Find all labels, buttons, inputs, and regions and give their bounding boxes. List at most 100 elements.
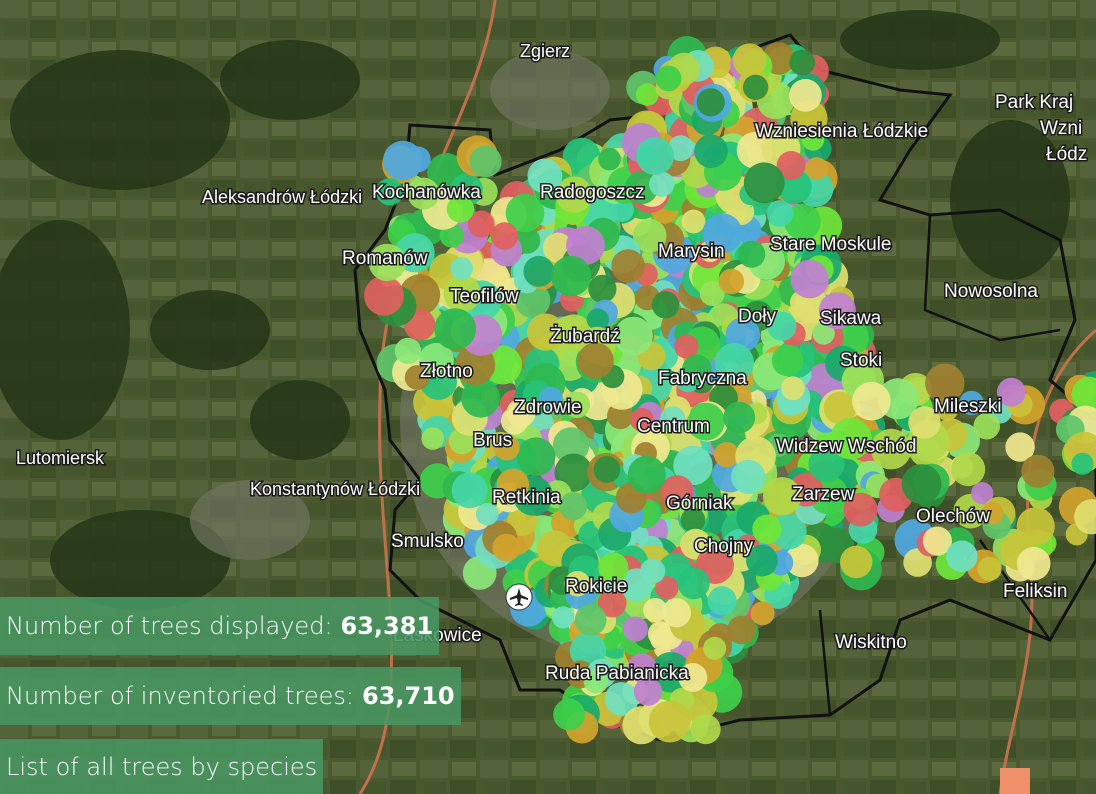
tree-marker[interactable]: [632, 218, 667, 253]
tree-marker[interactable]: [981, 502, 1004, 525]
tree-marker[interactable]: [707, 586, 737, 616]
tree-marker[interactable]: [633, 677, 663, 706]
tree-marker[interactable]: [643, 598, 668, 623]
tree-marker[interactable]: [738, 240, 766, 268]
tree-marker[interactable]: [364, 275, 404, 316]
tree-marker[interactable]: [461, 378, 500, 418]
tree-marker[interactable]: [732, 43, 767, 78]
tree-marker[interactable]: [673, 445, 713, 486]
tree-marker[interactable]: [434, 308, 477, 350]
tree-marker[interactable]: [818, 292, 856, 330]
tree-marker[interactable]: [598, 552, 629, 583]
tree-marker[interactable]: [790, 259, 829, 299]
tree-marker[interactable]: [451, 472, 488, 509]
tree-marker[interactable]: [681, 209, 706, 234]
tree-marker[interactable]: [404, 365, 430, 390]
tree-marker[interactable]: [1071, 452, 1094, 475]
tree-marker[interactable]: [840, 545, 873, 579]
tree-marker[interactable]: [686, 402, 725, 441]
tree-marker[interactable]: [622, 616, 649, 642]
tree-marker[interactable]: [812, 322, 835, 345]
tree-marker[interactable]: [727, 615, 756, 645]
tree-marker[interactable]: [696, 88, 725, 117]
tree-marker[interactable]: [583, 668, 609, 694]
tree-marker[interactable]: [908, 406, 941, 439]
tree-marker[interactable]: [516, 437, 556, 477]
tree-marker[interactable]: [1071, 376, 1096, 413]
tree-marker[interactable]: [593, 456, 621, 483]
tree-marker[interactable]: [1074, 499, 1096, 535]
tree-marker[interactable]: [558, 492, 588, 521]
tree-marker[interactable]: [467, 210, 495, 238]
tree-marker[interactable]: [640, 558, 666, 584]
tree-marker[interactable]: [808, 446, 845, 483]
tree-marker[interactable]: [647, 621, 673, 647]
tree-marker[interactable]: [627, 455, 666, 494]
tree-marker[interactable]: [852, 381, 891, 421]
tree-marker[interactable]: [714, 442, 740, 468]
tree-marker[interactable]: [674, 334, 699, 359]
tree-marker[interactable]: [750, 601, 775, 626]
tree-marker[interactable]: [552, 427, 590, 464]
tree-marker[interactable]: [742, 74, 769, 101]
tree-marker[interactable]: [843, 492, 878, 527]
tree-marker[interactable]: [789, 79, 822, 112]
tree-marker[interactable]: [493, 434, 520, 461]
tree-marker[interactable]: [421, 427, 445, 450]
tree-marker[interactable]: [614, 316, 653, 356]
tree-marker[interactable]: [781, 376, 805, 401]
tree-marker[interactable]: [951, 452, 986, 487]
tree-marker[interactable]: [577, 342, 614, 379]
tree-marker[interactable]: [383, 140, 423, 181]
tree-marker[interactable]: [690, 714, 721, 745]
tree-marker[interactable]: [611, 249, 645, 283]
tree-marker[interactable]: [767, 311, 797, 341]
tree-marker[interactable]: [746, 544, 778, 577]
tree-marker[interactable]: [1005, 432, 1035, 462]
tree-marker[interactable]: [805, 157, 828, 180]
tree-marker[interactable]: [376, 178, 404, 206]
tree-marker[interactable]: [655, 65, 682, 92]
tree-marker[interactable]: [527, 158, 563, 194]
tree-marker[interactable]: [492, 533, 521, 562]
tree-marker[interactable]: [563, 391, 591, 419]
tree-marker[interactable]: [1016, 546, 1051, 581]
tree-marker[interactable]: [550, 255, 592, 297]
tree-marker[interactable]: [655, 576, 679, 600]
tree-marker[interactable]: [443, 274, 481, 313]
tree-marker[interactable]: [677, 567, 710, 600]
tree-marker[interactable]: [996, 377, 1026, 407]
tree-marker[interactable]: [661, 598, 692, 628]
tree-marker[interactable]: [597, 588, 627, 618]
tree-marker[interactable]: [935, 397, 959, 421]
tree-marker[interactable]: [496, 468, 530, 501]
tree-marker[interactable]: [552, 606, 575, 629]
tree-marker[interactable]: [681, 354, 712, 385]
tree-marker[interactable]: [368, 243, 406, 282]
tree-marker[interactable]: [566, 226, 605, 265]
tree-marker[interactable]: [1016, 507, 1055, 546]
tree-marker[interactable]: [506, 398, 536, 428]
tree-marker[interactable]: [627, 653, 657, 683]
tree-marker[interactable]: [946, 540, 978, 573]
tree-marker[interactable]: [551, 316, 583, 347]
tree-marker[interactable]: [752, 514, 782, 544]
tree-marker[interactable]: [959, 390, 984, 416]
tree-marker[interactable]: [714, 343, 754, 382]
tree-marker[interactable]: [394, 337, 422, 365]
tree-marker[interactable]: [823, 391, 857, 425]
tree-marker[interactable]: [649, 171, 675, 197]
tree-marker[interactable]: [731, 459, 766, 494]
tree-marker[interactable]: [699, 280, 725, 306]
tree-marker[interactable]: [407, 177, 440, 210]
tree-marker[interactable]: [574, 604, 607, 636]
tree-marker[interactable]: [625, 170, 659, 205]
tree-marker[interactable]: [766, 200, 794, 227]
tree-marker[interactable]: [636, 83, 659, 106]
tree-marker[interactable]: [925, 363, 965, 403]
tree-marker[interactable]: [703, 636, 727, 660]
tree-marker[interactable]: [702, 213, 743, 254]
tree-marker[interactable]: [556, 176, 593, 213]
tree-marker[interactable]: [1021, 454, 1055, 488]
